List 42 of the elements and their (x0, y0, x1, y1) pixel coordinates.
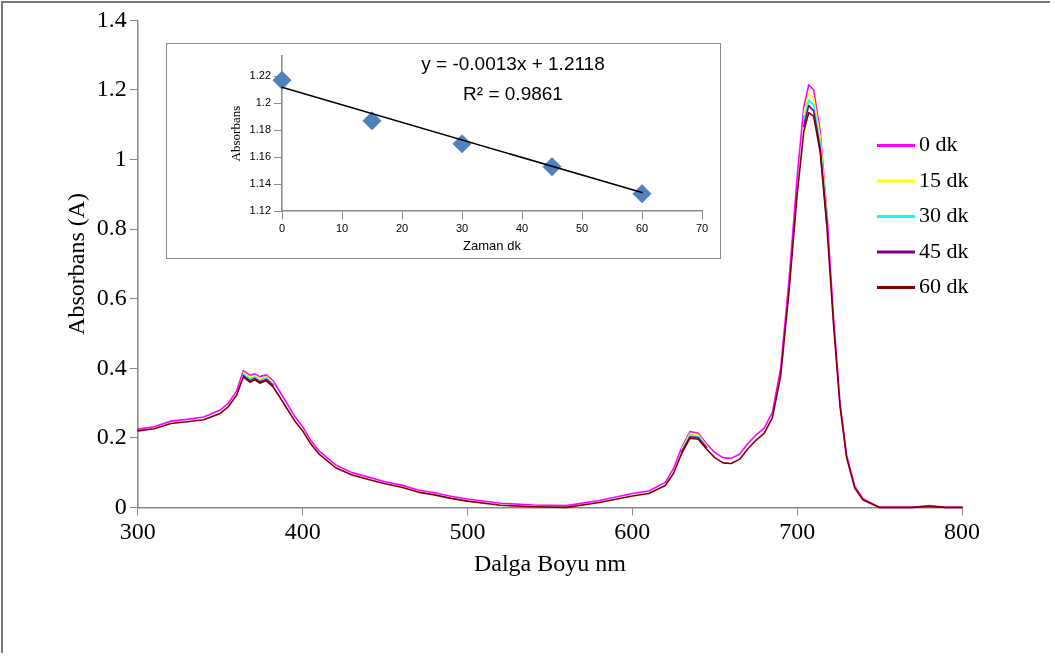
x-tick-label: 60 (635, 221, 649, 234)
y-tick-label: 0.6 (96, 283, 127, 310)
x-tick-label: 800 (944, 518, 980, 545)
y-tick-label: 1.2 (255, 96, 272, 109)
y-axis-title: Absorbans (A) (62, 192, 89, 335)
x-tick-label: 40 (515, 221, 529, 234)
legend-label: 15 dk (919, 166, 969, 192)
x-tick-label: 70 (695, 221, 709, 234)
x-tick-label: 600 (614, 518, 651, 545)
y-tick-label: 0 (114, 492, 127, 519)
legend-label: 60 dk (919, 273, 969, 299)
x-tick-label: 300 (119, 518, 156, 545)
annotation: R² = 0.9861 (463, 83, 563, 104)
y-tick-label: 1.18 (249, 123, 272, 136)
x-axis-title: Dalga Boyu nm (473, 549, 627, 576)
y-tick-label: 1.16 (249, 150, 272, 163)
legend-label: 45 dk (919, 237, 969, 263)
point (272, 70, 292, 90)
x-tick-label: 400 (284, 518, 321, 545)
x-tick-label: 50 (575, 221, 589, 234)
y-tick-label: 0.4 (96, 353, 127, 380)
point (362, 111, 382, 131)
y-tick-label: 1.14 (249, 177, 272, 190)
x-tick-label: 30 (455, 221, 469, 234)
y-tick-label: 1.4 (96, 5, 127, 32)
x-tick-label: 700 (779, 518, 816, 545)
y-tick-label: 1.12 (249, 204, 272, 217)
x-tick-label: 0 (278, 221, 286, 234)
y-tick-label: 0.8 (96, 214, 127, 241)
y-tick-label: 1.2 (96, 75, 127, 102)
point (632, 184, 652, 204)
annotation: y = -0.0013x + 1.2118 (421, 53, 605, 74)
y-axis-title: Absorbans (228, 105, 244, 162)
legend-label: 0 dk (919, 131, 958, 157)
x-tick-label: 500 (449, 518, 486, 545)
x-tick-label: 20 (395, 221, 409, 234)
y-tick-label: 0.2 (96, 423, 127, 450)
x-axis-title: Zaman dk (463, 237, 522, 253)
y-tick-label: 1.22 (249, 69, 272, 82)
legend-label: 30 dk (919, 202, 969, 228)
x-tick-label: 10 (335, 221, 349, 234)
y-tick-label: 1 (114, 144, 127, 171)
